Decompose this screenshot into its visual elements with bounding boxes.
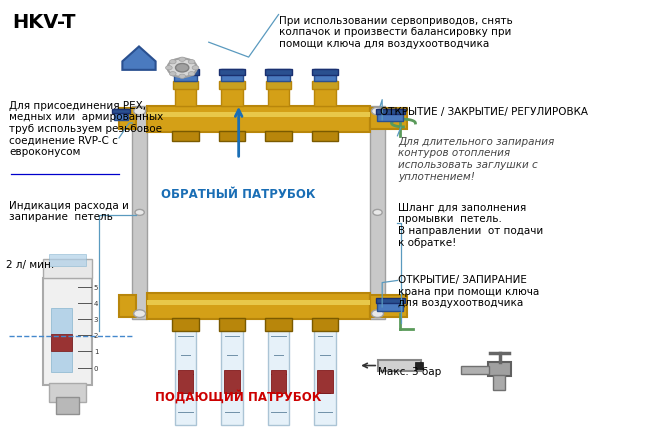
Text: ОТКРЫТИЕ / ЗАКРЫТИЕ/ РЕГУЛИРОВКА: ОТКРЫТИЕ / ЗАКРЫТИЕ/ РЕГУЛИРОВКА [380,107,588,117]
Bar [174,70,197,82]
Bar [461,366,489,374]
Bar [51,308,72,372]
Bar [267,70,290,82]
Text: 2 л/ мин.: 2 л/ мин. [6,260,54,270]
Bar [377,110,403,122]
Circle shape [372,108,383,116]
Circle shape [168,59,197,78]
Circle shape [170,61,176,64]
Bar [51,334,72,351]
Bar [271,370,287,393]
Text: ОБРАТНЫЙ ПАТРУБОК: ОБРАТНЫЙ ПАТРУБОК [161,187,316,200]
Bar [219,82,245,90]
Bar [265,70,292,75]
Bar [488,362,511,376]
Text: 5: 5 [94,284,98,290]
Circle shape [134,108,145,116]
Bar [314,319,336,425]
Text: ПОДАЮЩИЙ ПАТРУБОК: ПОДАЮЩИЙ ПАТРУБОК [155,389,322,403]
Text: 3: 3 [94,316,98,322]
Bar [175,319,196,425]
Bar [173,82,198,90]
Bar [50,383,86,402]
Bar [147,107,371,132]
Bar [43,260,92,279]
Text: При использовании сервоприводов, снять
колпачок и произвести балансировку при
по: При использовании сервоприводов, снять к… [279,15,513,49]
Bar [172,70,199,75]
Bar [119,109,135,130]
Bar [371,107,385,319]
Bar [317,370,333,393]
Circle shape [176,64,189,73]
Bar [133,107,147,319]
Bar [493,375,505,390]
Text: 2: 2 [94,332,98,338]
Bar [266,82,291,90]
Bar [375,109,405,114]
Bar [375,298,405,304]
Bar [314,70,336,82]
Text: Для длительного запирания
контуров отопления
использовать заглушки с
уплотнением: Для длительного запирания контуров отопл… [398,136,554,181]
Bar [56,397,79,415]
Text: Шланг для заполнения
промывки  петель.
В направлении  от подачи
к обратке!: Шланг для заполнения промывки петель. В … [398,202,543,247]
Bar [218,132,245,141]
Text: Макс. 3 бар: Макс. 3 бар [378,366,442,376]
Bar [43,279,92,385]
Bar [265,318,292,331]
Text: HKV-T: HKV-T [13,13,76,32]
Bar [415,362,423,369]
Bar [312,318,338,331]
Bar [377,299,403,311]
Bar [224,370,240,393]
Circle shape [135,210,144,216]
Bar [172,132,199,141]
Circle shape [134,310,145,318]
Text: 0: 0 [94,365,98,371]
Bar [172,318,199,331]
Circle shape [373,210,382,216]
Bar [268,81,289,107]
Bar [371,296,407,317]
Circle shape [165,67,172,71]
Text: 4: 4 [94,300,98,306]
Bar [218,70,245,75]
Bar [178,370,194,393]
Bar [50,254,86,266]
Text: ОТКРЫТИЕ/ ЗАПИРАНИЕ
крана при помощи ключа
для воздухоотводчика: ОТКРЫТИЕ/ ЗАПИРАНИЕ крана при помощи клю… [398,274,539,307]
Text: Индикация расхода и
запирание  петель: Индикация расхода и запирание петель [9,200,129,222]
Bar [312,132,338,141]
Text: 1: 1 [94,349,98,355]
Bar [119,296,135,317]
Bar [378,361,421,371]
Circle shape [188,72,195,77]
Bar [113,110,130,114]
Bar [175,81,196,107]
Bar [147,300,371,305]
Bar [371,109,407,130]
Text: Для присоединения PEX,
медных или  армированных
труб используем резьбовое
соедин: Для присоединения PEX, медных или армиро… [9,100,163,157]
Bar [265,132,292,141]
Bar [147,294,371,319]
Circle shape [192,67,199,71]
Circle shape [170,72,176,77]
Bar [312,70,338,75]
Circle shape [179,58,186,62]
Bar [314,81,336,107]
Bar [147,113,371,118]
Circle shape [188,61,195,64]
Bar [114,110,129,121]
Bar [312,82,338,90]
Bar [220,70,243,82]
Bar [218,318,245,331]
Bar [221,319,243,425]
Circle shape [372,310,383,318]
Polygon shape [123,47,155,71]
Bar [268,319,289,425]
Circle shape [179,75,186,79]
Bar [221,81,243,107]
